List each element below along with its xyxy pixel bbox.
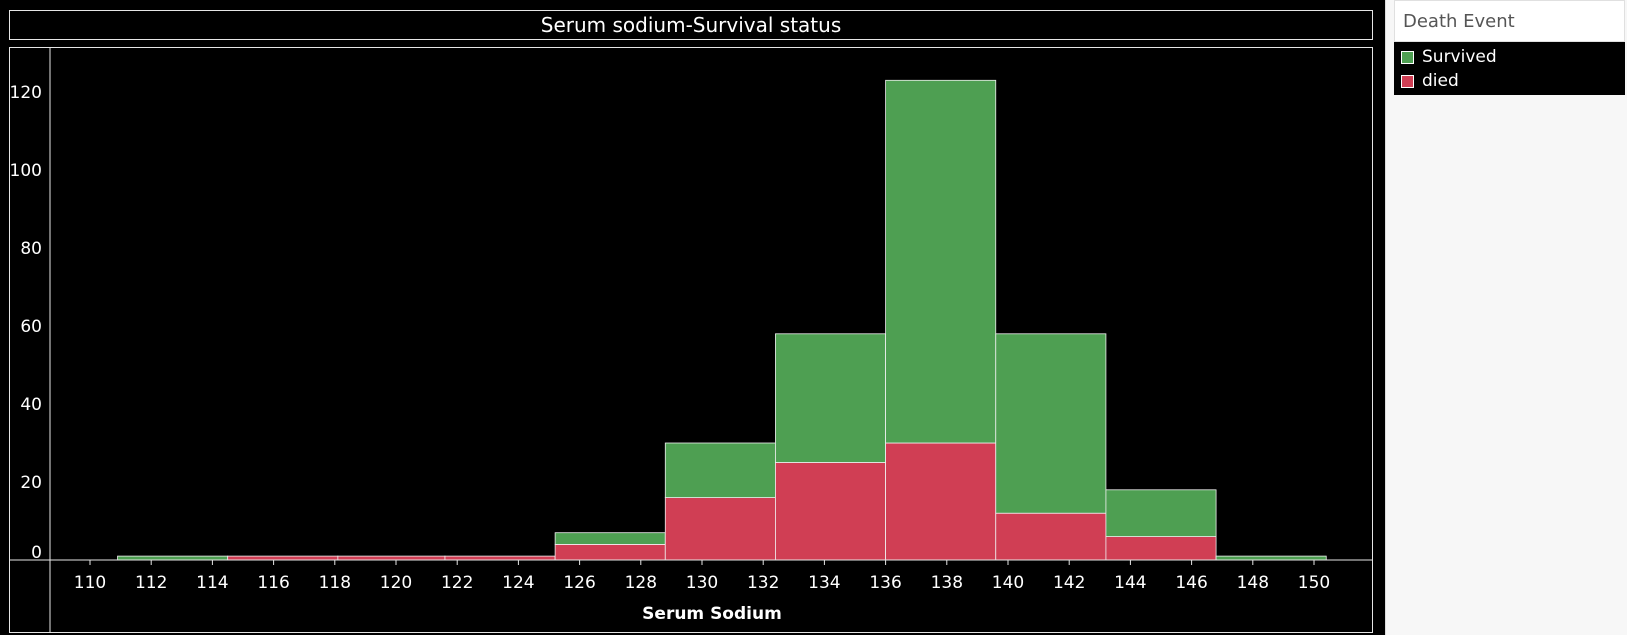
bar-survived [1105, 489, 1217, 537]
bar-died [885, 442, 997, 561]
x-tick-label: 118 [319, 573, 351, 593]
bar-survived [117, 555, 229, 561]
bar-died [227, 555, 339, 561]
panel-divider [1385, 0, 1386, 635]
x-tick-label: 140 [992, 573, 1024, 593]
chart-panel: Serum sodium-Survival status 110 112 114 11… [0, 0, 1385, 635]
legend-title: Death Event [1394, 0, 1625, 42]
legend-item-survived[interactable]: Survived [1394, 45, 1625, 69]
bar-survived [885, 79, 997, 444]
x-tick-label: 120 [380, 573, 412, 593]
bar-survived [775, 333, 887, 463]
legend: Death Event Survived died [1394, 0, 1625, 95]
y-tick-label: 60 [20, 317, 42, 337]
x-tick-label: 142 [1053, 573, 1085, 593]
x-tick-label: 130 [686, 573, 718, 593]
legend-label-died: died [1422, 71, 1459, 91]
x-tick-label: 138 [931, 573, 963, 593]
x-tick-label: 144 [1114, 573, 1146, 593]
chart-title: Serum sodium-Survival status [9, 10, 1373, 40]
x-tick-label: 112 [135, 573, 167, 593]
legend-swatch-survived [1401, 50, 1414, 64]
x-tick-label: 150 [1298, 573, 1330, 593]
y-tick-label: 20 [20, 473, 42, 493]
bar-died [664, 497, 776, 561]
bar-survived [554, 532, 666, 545]
legend-swatch-died [1401, 74, 1414, 88]
y-tick-label: 0 [31, 543, 42, 563]
bar-survived [664, 442, 776, 498]
legend-label-survived: Survived [1422, 47, 1497, 67]
y-tick-label: 40 [20, 395, 42, 415]
x-tick-label: 132 [747, 573, 779, 593]
x-tick-label: 114 [196, 573, 228, 593]
x-tick-label: 148 [1237, 573, 1269, 593]
x-tick-label: 116 [257, 573, 289, 593]
x-tick-label: 126 [563, 573, 595, 593]
bar-died [995, 512, 1107, 561]
x-tick-label: 122 [441, 573, 473, 593]
plot-frame [9, 47, 1373, 633]
bar-survived [995, 333, 1107, 514]
bar-died [775, 462, 887, 561]
legend-item-died[interactable]: died [1394, 69, 1625, 93]
y-tick-label: 120 [10, 83, 42, 103]
x-axis-title: Serum Sodium [642, 604, 782, 624]
bar-died [444, 555, 556, 561]
y-tick-label: 80 [20, 239, 42, 259]
x-tick-label: 146 [1175, 573, 1207, 593]
x-tick-label: 110 [74, 573, 106, 593]
x-tick-label: 128 [625, 573, 657, 593]
bar-died [337, 555, 446, 561]
histogram-chart: 110 112 114 116 118 120 122 124 126 128 130 132 134 1… [9, 48, 1372, 632]
x-tick-label: 136 [869, 573, 901, 593]
x-tick-label: 134 [808, 573, 840, 593]
bar-died [554, 544, 666, 561]
bar-survived [1215, 555, 1327, 561]
y-tick-label: 100 [10, 161, 42, 181]
x-tick-label: 124 [502, 573, 534, 593]
bar-died [1105, 536, 1217, 561]
